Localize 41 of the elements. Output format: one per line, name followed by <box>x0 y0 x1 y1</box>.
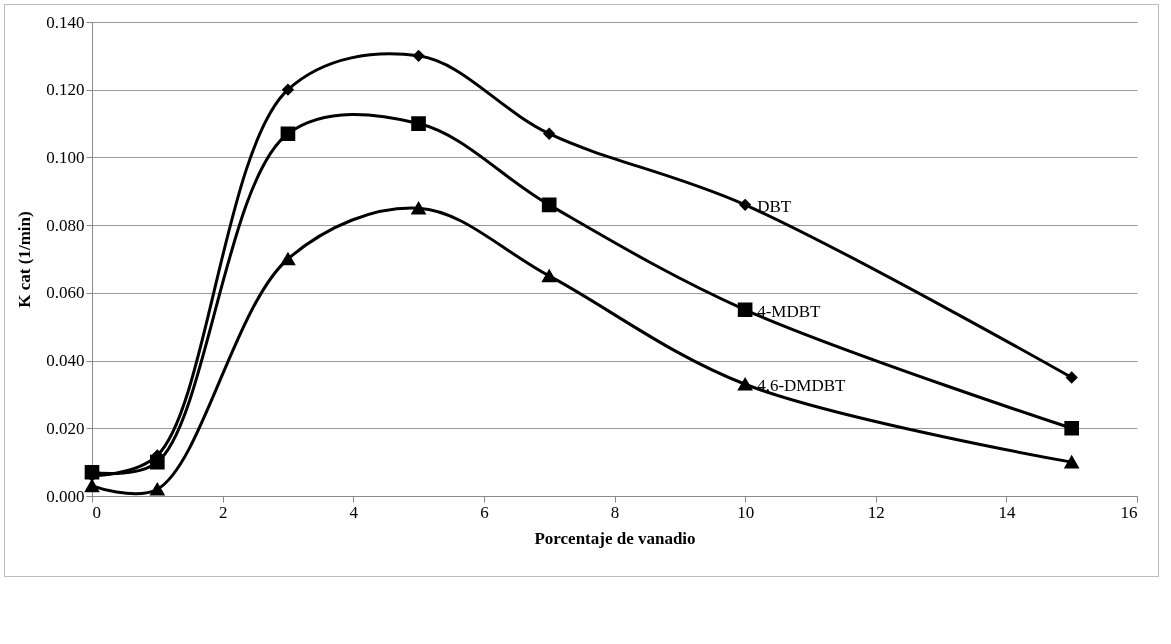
point <box>149 454 165 470</box>
point <box>412 50 425 62</box>
point <box>542 269 557 283</box>
x-tick-label: 12 <box>867 502 885 522</box>
x-tick-label: 2 <box>218 502 228 522</box>
y-tick-label: 0.000 <box>46 486 85 506</box>
series-label: 4-MDBT <box>757 301 822 321</box>
point <box>282 83 294 96</box>
point <box>738 377 753 391</box>
x-axis-title: Porcentaje de vanadio <box>534 528 696 548</box>
point <box>84 479 100 493</box>
point <box>543 127 555 140</box>
x-tick-label: 16 <box>1120 502 1138 522</box>
y-tick-label: 0.060 <box>46 283 85 303</box>
x-tick-label: 8 <box>610 502 620 522</box>
point <box>411 201 426 215</box>
point <box>280 252 296 266</box>
point <box>84 464 100 480</box>
x-tick-label: 10 <box>737 502 755 522</box>
point <box>280 126 296 142</box>
x-tick-label: 0 <box>92 502 101 522</box>
point <box>541 197 557 213</box>
y-tick-label: 0.140 <box>46 12 85 32</box>
point <box>1064 455 1079 469</box>
point <box>737 302 753 318</box>
point <box>411 116 426 131</box>
point <box>1065 371 1078 384</box>
point <box>1064 420 1080 436</box>
y-tick-label: 0.120 <box>46 80 85 100</box>
y-tick-label: 0.080 <box>46 215 85 235</box>
point <box>150 482 165 496</box>
point <box>739 199 751 211</box>
x-tick-label: 14 <box>998 502 1016 522</box>
series-label: 4,6-DMDBT <box>757 376 847 396</box>
y-tick-label: 0.040 <box>46 351 85 371</box>
y-tick-label: 0.100 <box>46 147 85 167</box>
x-tick-label: 6 <box>480 502 489 522</box>
y-axis-title: K cat (1/min) <box>15 211 35 308</box>
x-tick-label: 4 <box>349 502 359 522</box>
series-label: DBT <box>757 196 792 216</box>
y-tick-label: 0.020 <box>46 418 85 438</box>
